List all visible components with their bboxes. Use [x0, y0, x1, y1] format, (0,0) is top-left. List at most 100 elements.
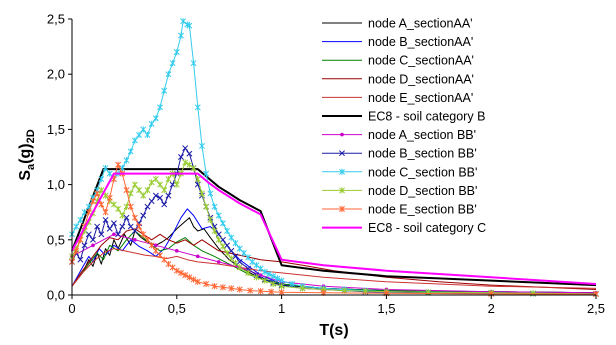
legend-label: node C_sectionAA'	[368, 54, 474, 68]
data-point	[236, 258, 243, 265]
data-point	[102, 164, 109, 172]
data-point	[106, 170, 113, 177]
legend-label: node D_section BB'	[368, 184, 477, 198]
legend-label: node B_sectionAA'	[368, 35, 473, 49]
data-point	[152, 192, 159, 199]
legend-entry: node C_sectionAA'	[322, 54, 474, 68]
series-2	[71, 230, 597, 294]
data-point	[190, 164, 197, 172]
data-point	[123, 157, 130, 164]
data-point	[215, 236, 222, 243]
data-point	[157, 181, 163, 188]
data-point	[140, 212, 147, 219]
legend-label: node A_section BB'	[368, 128, 476, 142]
data-point	[136, 187, 143, 194]
legend-label: EC8 - soil category C	[368, 221, 486, 235]
data-point	[165, 175, 172, 183]
data-point	[203, 170, 210, 177]
data-point	[136, 131, 143, 139]
data-point	[190, 60, 197, 67]
legend-entry: EC8 - soil category C	[322, 221, 486, 235]
data-point	[73, 223, 80, 230]
data-point	[245, 269, 252, 277]
legend-label: node C_section BB'	[368, 165, 477, 179]
data-point	[148, 120, 155, 127]
x-tick-label: 2	[488, 301, 495, 316]
data-point	[270, 280, 277, 288]
data-point	[115, 205, 122, 212]
data-point	[148, 198, 155, 205]
data-point	[131, 214, 138, 221]
data-point	[224, 242, 231, 249]
data-point	[253, 274, 260, 281]
data-point	[219, 284, 226, 291]
data-point	[157, 104, 163, 111]
data-point	[236, 264, 243, 271]
series-4	[71, 248, 597, 289]
data-point	[339, 205, 345, 213]
data-point	[219, 220, 226, 227]
data-point	[127, 148, 134, 155]
data-point	[186, 150, 193, 157]
data-point	[261, 277, 268, 284]
data-point	[211, 223, 218, 230]
legend-label: node E_section BB'	[368, 203, 477, 217]
series-line	[71, 248, 597, 289]
data-point	[140, 192, 147, 199]
data-point	[178, 269, 184, 277]
data-point	[258, 273, 263, 277]
data-point	[165, 71, 172, 78]
legend-label: node B_section BB'	[368, 147, 477, 161]
data-point	[186, 274, 193, 281]
data-point	[198, 142, 205, 150]
legend-entry: node E_section BB'	[322, 203, 477, 217]
data-point	[266, 270, 272, 278]
legend-entry: node C_section BB'	[322, 165, 477, 179]
legend-label: node D_sectionAA'	[368, 72, 474, 86]
data-point	[136, 223, 143, 230]
legend-label: EC8 - soil category B	[368, 110, 485, 124]
data-point	[198, 190, 205, 197]
data-point	[186, 161, 193, 168]
data-point	[340, 132, 344, 137]
data-point	[131, 137, 138, 144]
data-point	[339, 187, 345, 194]
data-point	[247, 287, 254, 294]
data-point	[140, 231, 147, 238]
x-tick-label: 1	[278, 301, 285, 316]
data-point	[148, 179, 155, 186]
data-point	[207, 190, 214, 197]
data-point	[175, 249, 179, 253]
data-point	[289, 280, 296, 288]
data-point	[119, 223, 126, 230]
data-point	[154, 243, 158, 248]
ticks: 0,0 0,5 1,0 1,5 2,0 2,5 0 0,5 1 1,5 2 2,5	[47, 12, 605, 317]
series-line	[71, 228, 597, 290]
data-point	[115, 161, 122, 168]
legend-entry: node E_sectionAA'	[322, 91, 473, 105]
data-point	[123, 187, 130, 194]
legend-entry: node A_section BB'	[322, 128, 476, 142]
data-point	[152, 175, 159, 183]
data-point	[110, 220, 117, 227]
data-point	[261, 268, 268, 275]
data-point	[182, 159, 189, 166]
data-point	[98, 231, 105, 238]
data-point	[148, 242, 155, 249]
legend-label: node E_sectionAA'	[368, 91, 473, 105]
series-0	[71, 217, 597, 294]
x-tick-label: 0	[68, 301, 75, 316]
data-point	[232, 240, 239, 247]
data-point	[232, 253, 239, 260]
x-tick-label: 0,5	[168, 301, 186, 316]
legend-entry: node D_section BB'	[322, 184, 477, 198]
data-point	[228, 234, 235, 241]
data-point	[339, 150, 345, 157]
legend-entry: node D_sectionAA'	[322, 72, 474, 86]
data-point	[90, 236, 96, 243]
data-point	[85, 231, 92, 238]
data-point	[190, 276, 197, 283]
data-point	[253, 262, 260, 269]
series-line	[71, 217, 597, 294]
